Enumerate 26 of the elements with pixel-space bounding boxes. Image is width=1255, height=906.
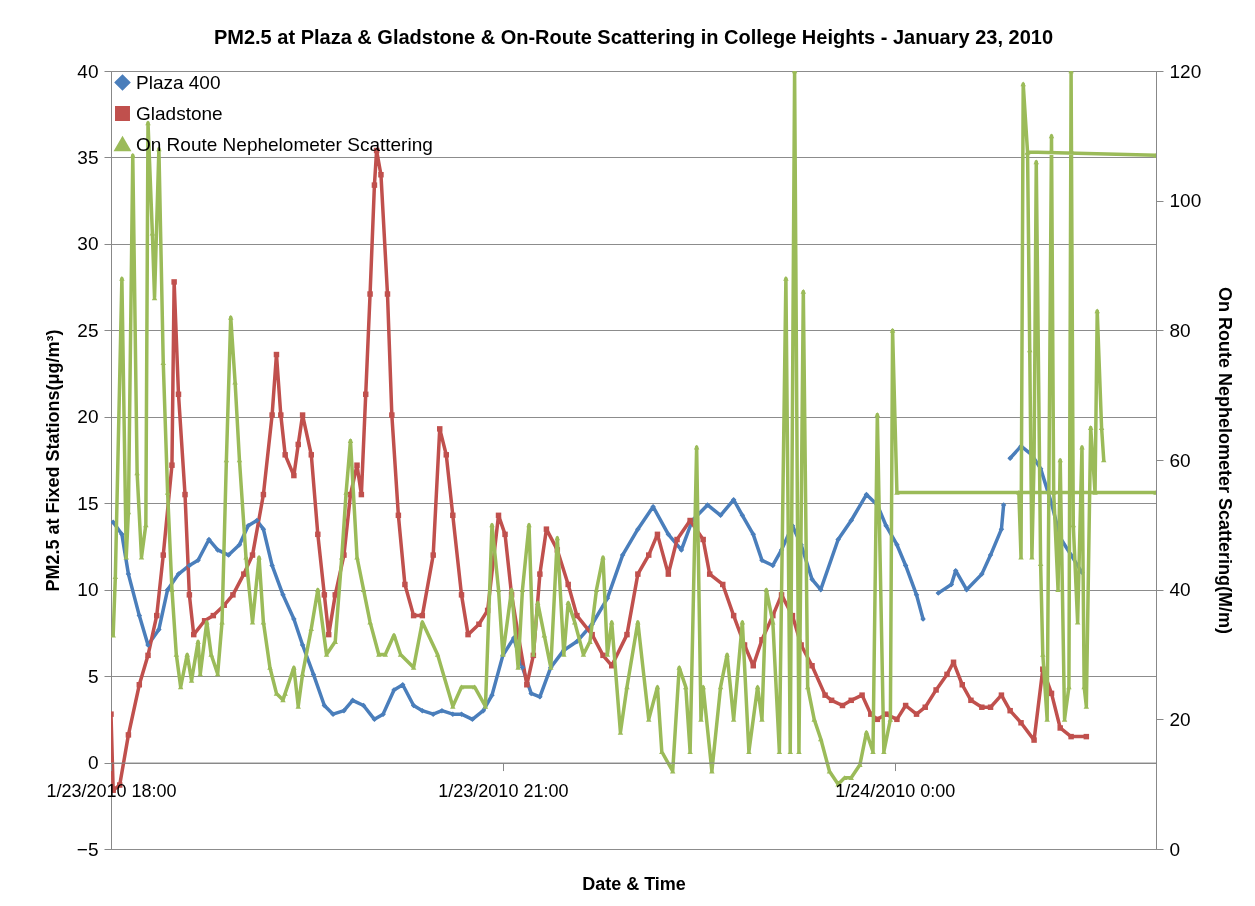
y2-tick-label: 40 xyxy=(1169,579,1191,601)
y2-tick-label: 100 xyxy=(1169,190,1202,212)
y-tick-label: 25 xyxy=(77,319,99,341)
legend-label: Plaza 400 xyxy=(136,71,221,93)
y-tick-label: 0 xyxy=(87,752,99,774)
x-tick-label: 1/23/2010 18:00 xyxy=(46,781,177,802)
y-tick-label: −5 xyxy=(76,838,99,860)
y-tick-label: 20 xyxy=(77,406,99,428)
x-tick-label: 1/23/2010 21:00 xyxy=(438,781,569,802)
y-tick-label: 5 xyxy=(87,665,99,687)
y2-axis-title: On Route Nephelometer Scattering(M/m) xyxy=(1215,286,1236,635)
y2-tick-label: 60 xyxy=(1169,449,1191,471)
x-tick-label: 1/24/2010 0:00 xyxy=(835,781,956,802)
y-tick-label: 40 xyxy=(77,60,99,82)
y-axis-title: PM2.5 at Fixed Stations(μg/m³) xyxy=(42,329,63,592)
y2-tick-label: 120 xyxy=(1169,60,1202,82)
y2-tick-label: 20 xyxy=(1169,708,1191,730)
y-tick-label: 10 xyxy=(77,579,99,601)
legend-label: Gladstone xyxy=(136,102,223,124)
y-tick-label: 30 xyxy=(77,233,99,255)
x-axis-title: Date & Time xyxy=(582,873,686,894)
y2-tick-label: 0 xyxy=(1169,838,1181,860)
y2-tick-label: 80 xyxy=(1169,319,1191,341)
chart-title: PM2.5 at Plaza & Gladstone & On-Route Scattering in College Heights - January 23, 2010 xyxy=(213,26,1054,48)
y-tick-label: 35 xyxy=(77,146,99,168)
y-tick-label: 15 xyxy=(77,492,99,514)
